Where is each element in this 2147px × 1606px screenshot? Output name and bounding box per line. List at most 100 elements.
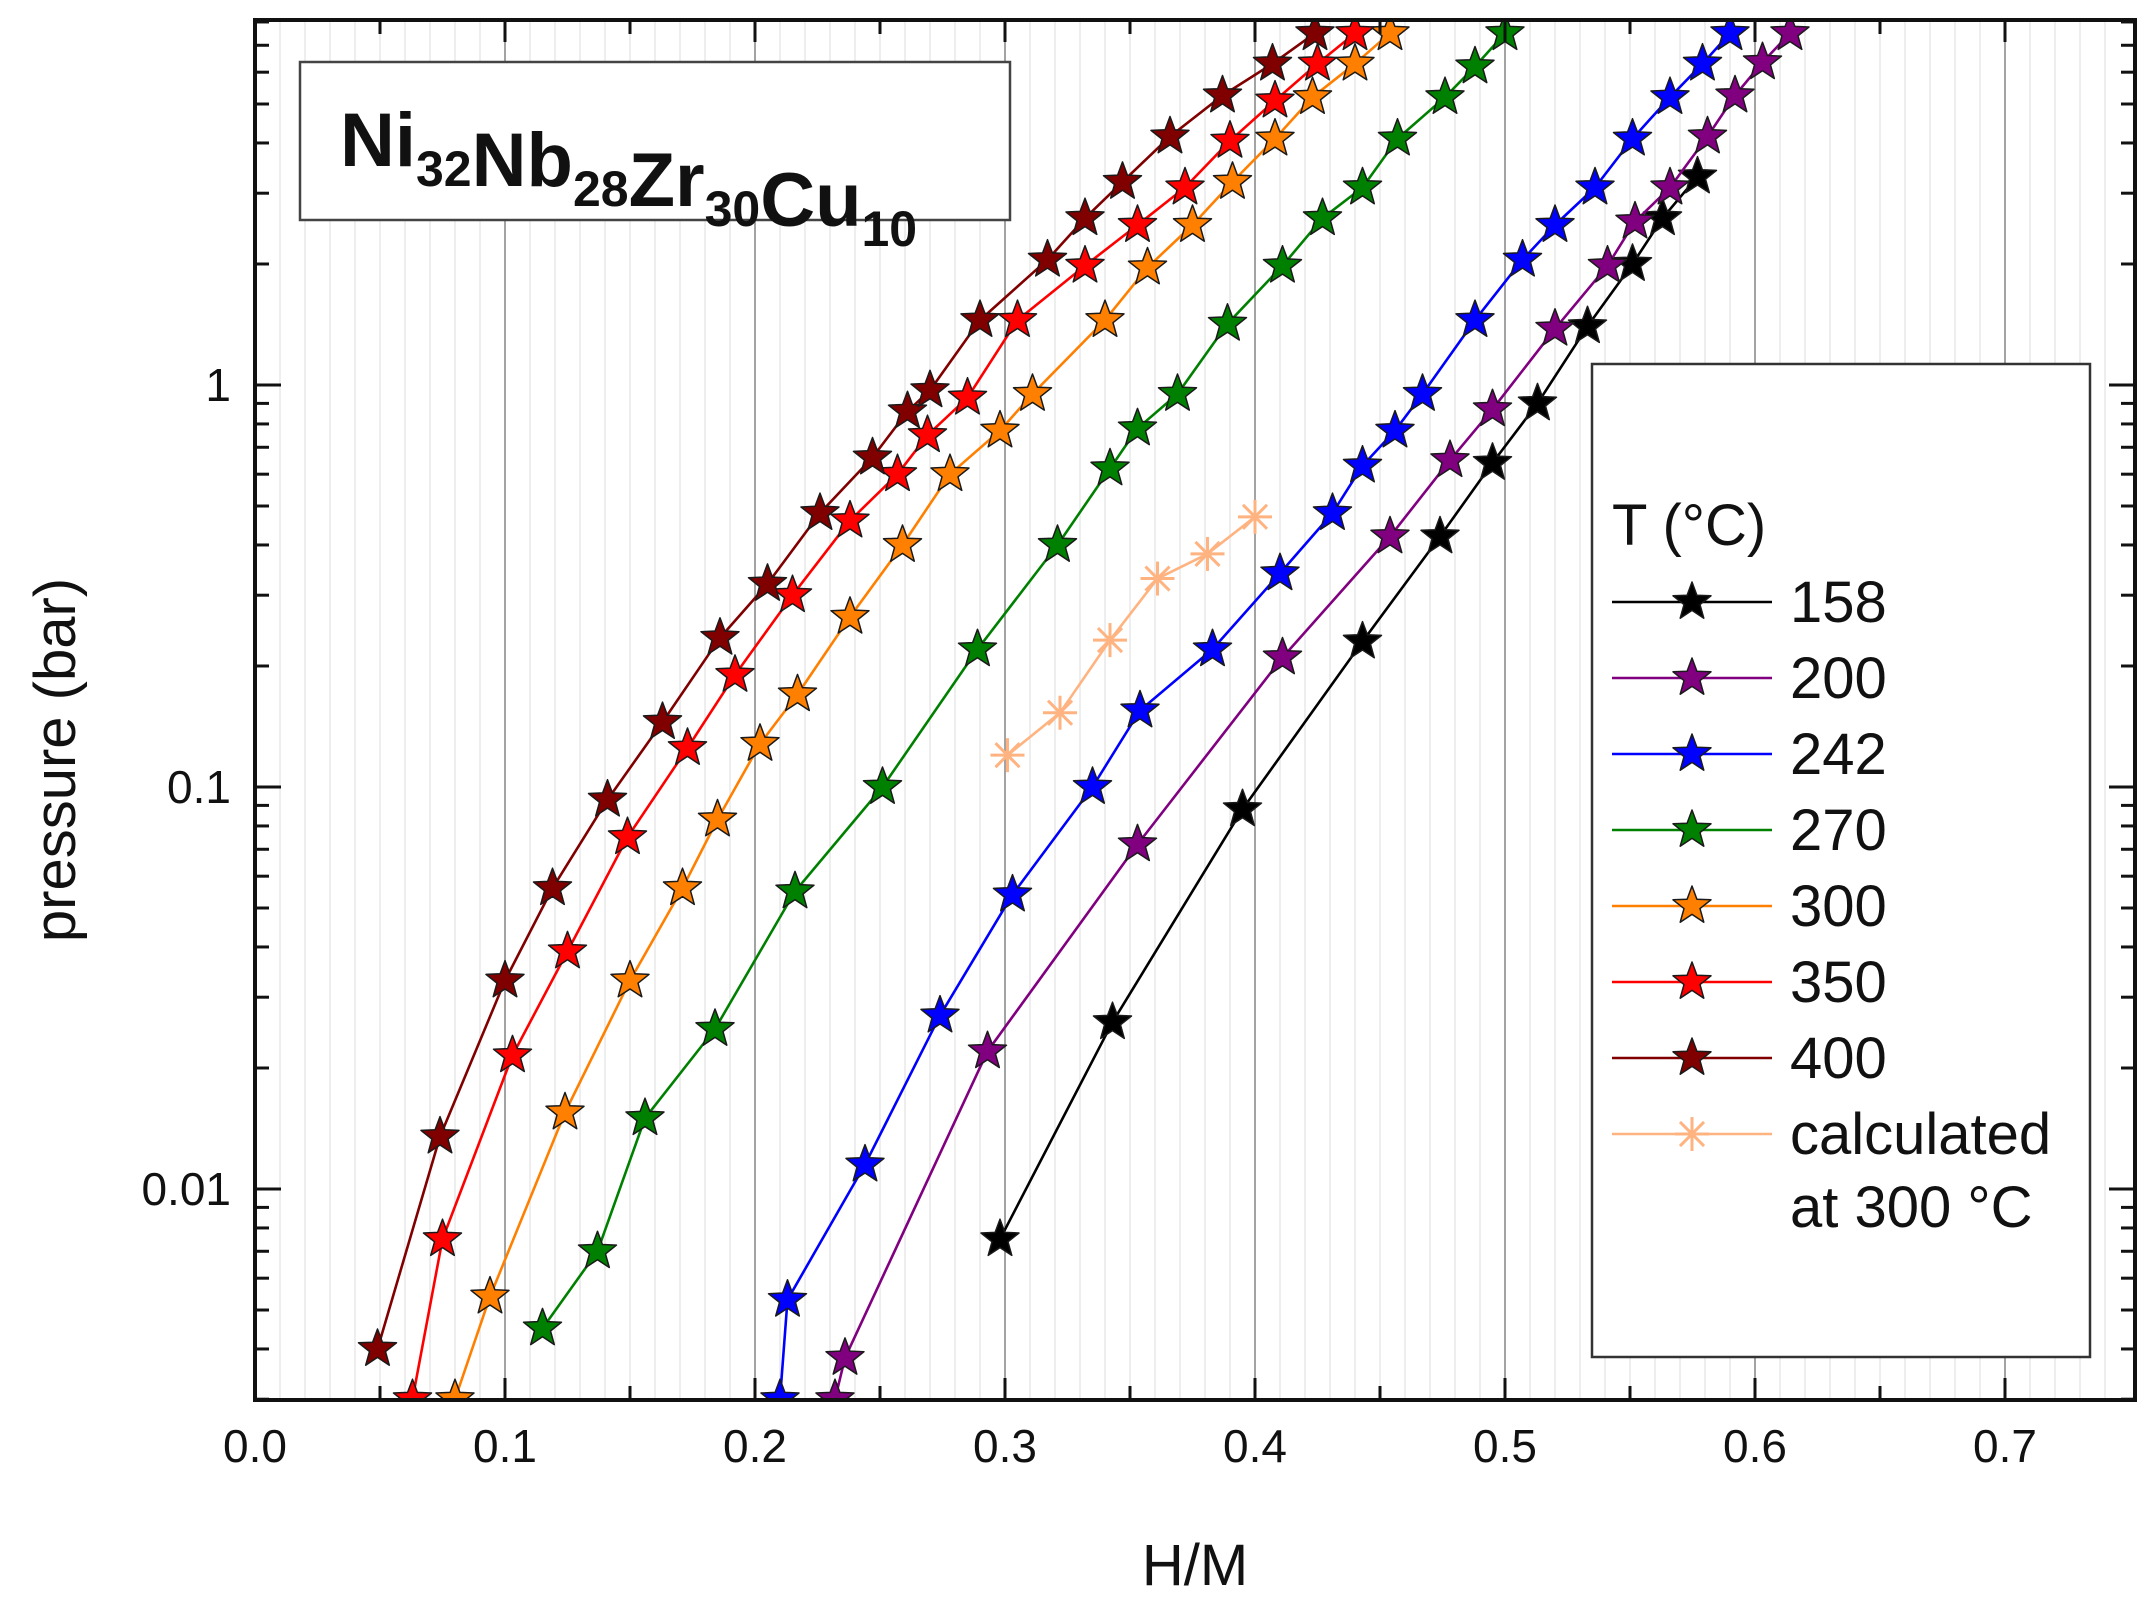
data-point [1065,197,1105,236]
data-point [1093,623,1127,658]
data-point [587,778,628,817]
data-point [545,1091,585,1130]
x-tick-label: 0.5 [1473,1420,1537,1472]
data-point [1210,120,1250,158]
data-point [1202,74,1243,113]
data-point [1472,442,1513,480]
data-point [667,727,708,765]
data-point [740,723,780,761]
data-point [845,1143,885,1182]
legend-item: 158 [1612,570,1887,635]
data-point [1255,79,1295,118]
data-point [1117,823,1158,862]
data-point [775,870,815,909]
data-point [492,1034,533,1073]
data-point [1255,117,1295,156]
legend-label: 300 [1790,874,1887,939]
legend-marker [1672,961,1712,999]
data-point [625,1097,665,1136]
y-tick-label: 1 [205,359,231,411]
data-point [1120,689,1160,728]
axis-labels: 0.0 0.1 0.2 0.3 0.4 0.5 0.6 0.7 0.01 0.1 1 [141,359,2037,1472]
composition-label: Ni32Nb28Zr30Cu10 [340,98,917,257]
data-point [1127,246,1168,285]
data-point [1117,204,1158,242]
data-point [1682,42,1723,81]
x-tick-label: 0.7 [1973,1420,2037,1472]
data-point [907,414,948,453]
composition-element: Ni [340,98,416,183]
y-tick-label: 0.01 [141,1163,231,1215]
data-point [532,867,573,906]
asterisk-stroke [1144,565,1171,592]
data-point [1117,407,1158,446]
legend-label: at 300 °C [1790,1175,2032,1240]
composition-subscript: 30 [705,181,761,237]
data-point [1065,244,1105,283]
data-point [1192,628,1233,667]
legend-marker [1672,657,1712,695]
legend-item: 200 [1612,646,1887,711]
legend: 158 200 242 270 300 350 400 calculated at 300 °C [1612,570,2051,1240]
series-calculated-at-300-c [990,499,1272,773]
data-point [1612,243,1653,281]
data-point [1375,409,1415,448]
x-tick-label: 0.0 [223,1420,287,1472]
data-point [1072,766,1113,804]
data-point [980,1218,1020,1257]
data-point [485,959,525,998]
data-point [920,994,960,1033]
data-point [470,1275,510,1314]
data-point [1370,515,1410,554]
data-point [1715,74,1755,113]
data-point [1312,492,1353,531]
asterisk-stroke [1096,626,1124,654]
data-point [1043,695,1077,730]
legend-label: calculated [1790,1102,2051,1167]
legend-item: 400 [1612,1026,1887,1091]
data-point [1677,155,1718,194]
series-270 [522,20,1525,1346]
data-point [967,1030,1008,1069]
data-point [760,1378,800,1400]
data-point [547,930,588,969]
data-point [1742,41,1783,80]
data-point [947,376,988,415]
data-point [1430,439,1470,478]
data-point [1335,42,1375,81]
data-point [1172,204,1213,242]
legend-marker [1672,809,1712,847]
data-point [1092,1001,1133,1040]
data-point [1090,447,1130,486]
legend-item: 270 [1612,798,1887,863]
series-300 [435,20,1410,1400]
x-axis-title: H/M [1142,1533,1248,1598]
composition-element: Zr [629,138,705,223]
legend-label: 158 [1790,570,1887,635]
series-242 [760,20,1750,1400]
grid [279,20,2106,1400]
legend-label: 200 [1790,646,1887,711]
data-point [1687,115,1728,154]
legend-marker [1672,1037,1712,1075]
data-point [910,369,950,408]
legend-label: 270 [1790,798,1887,863]
data-point [830,499,870,538]
legend-item: 350 [1612,950,1887,1015]
legend-marker [1675,1117,1709,1151]
data-point [1150,115,1190,154]
composition-box [298,60,1012,222]
legend-title: T (°C) [1612,493,1766,558]
data-point [1575,166,1615,205]
data-point [435,1378,475,1400]
data-point [990,738,1025,773]
data-point [1377,117,1418,156]
data-point [1262,636,1303,675]
data-point [830,596,870,634]
data-point [1517,382,1558,421]
data-point [1402,373,1443,411]
data-point [1420,515,1460,554]
data-point [1238,499,1272,534]
data-point [980,409,1020,448]
